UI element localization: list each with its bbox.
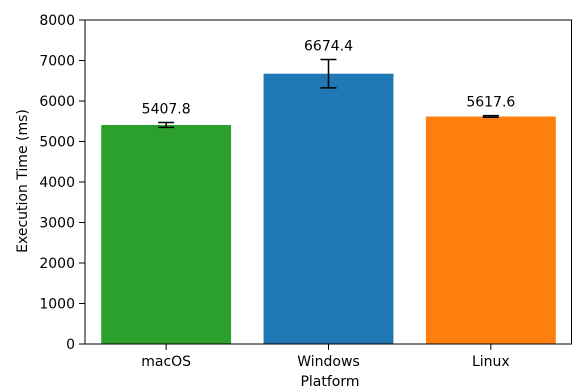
bar-macos <box>101 124 232 344</box>
y-tick-label: 8000 <box>39 13 75 29</box>
data-label: 6674.4 <box>304 39 353 55</box>
y-tick-label: 3000 <box>39 216 75 232</box>
y-tick-label: 0 <box>66 337 75 353</box>
bars: 5407.8 6674.4 5617.6 <box>101 39 556 344</box>
data-label: 5407.8 <box>142 102 191 118</box>
x-axis-label: Platform <box>300 374 359 388</box>
y-tick-label: 2000 <box>39 256 75 272</box>
y-axis: 0 1000 2000 3000 4000 5000 6000 7000 8000 <box>39 13 85 353</box>
bar-linux <box>425 116 556 344</box>
y-tick-label: 4000 <box>39 175 75 191</box>
y-tick-label: 1000 <box>39 297 75 313</box>
x-axis: macOS Windows Linux <box>141 344 510 370</box>
x-tick-label: Windows <box>297 354 360 370</box>
x-tick-label: macOS <box>141 354 191 370</box>
y-tick-label: 7000 <box>39 54 75 70</box>
x-tick-label: Linux <box>472 354 510 370</box>
y-axis-label: Execution Time (ms) <box>15 109 31 253</box>
y-tick-label: 6000 <box>39 94 75 110</box>
y-tick-label: 5000 <box>39 135 75 151</box>
data-label: 5617.6 <box>466 95 515 111</box>
bar-windows <box>263 73 394 344</box>
